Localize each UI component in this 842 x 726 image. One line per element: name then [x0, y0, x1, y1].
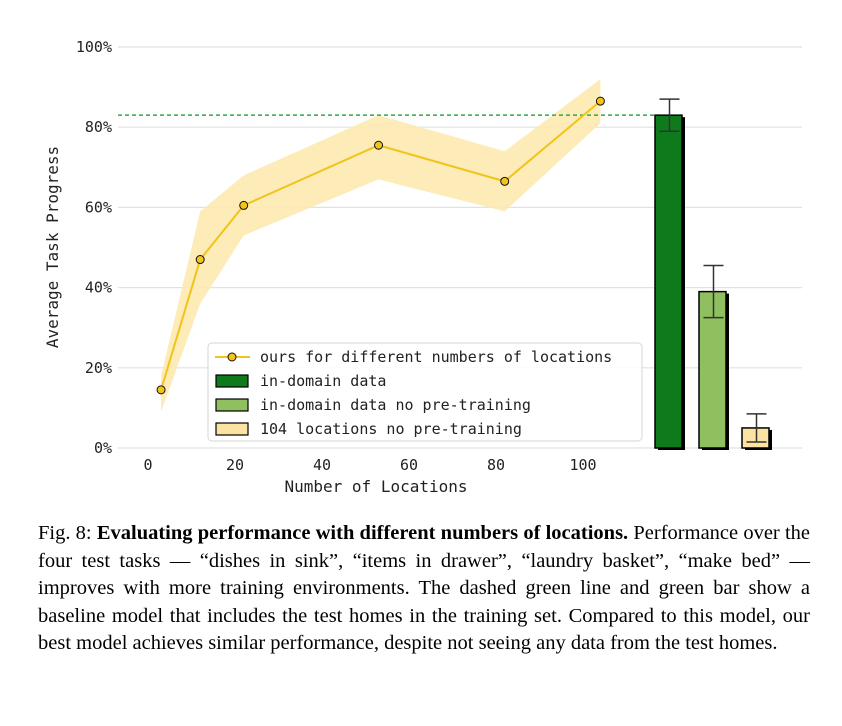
- legend-swatch: [215, 422, 249, 436]
- y-tick-labels: 0% 20% 40% 60% 80% 100%: [76, 38, 112, 457]
- legend-point-swatch: [227, 352, 237, 362]
- x-tick-label: 0: [143, 456, 152, 474]
- y-tick-label: 100%: [76, 38, 112, 56]
- x-tick-label: 20: [226, 456, 244, 474]
- legend-swatch: [215, 374, 249, 388]
- y-tick-label: 0%: [94, 439, 112, 457]
- x-axis-label: Number of Locations: [284, 477, 467, 496]
- x-tick-label: 40: [313, 456, 331, 474]
- series-polyline: [160, 100, 602, 391]
- y-tick-label: 60%: [85, 198, 112, 216]
- x-tick-label: 60: [400, 456, 418, 474]
- caption-label: Fig. 8:: [38, 522, 92, 544]
- series-points: [156, 96, 605, 395]
- legend-label: in-domain data: [260, 372, 386, 390]
- x-tick-label: 80: [487, 456, 505, 474]
- x-tick-labels: 0 20 40 60 80 100: [143, 456, 596, 474]
- x-tick-label: 100: [569, 456, 596, 474]
- data-point: [500, 176, 510, 186]
- caption-title: Evaluating performance with different nu…: [96, 522, 629, 544]
- data-point: [195, 255, 205, 265]
- legend-swatch: [215, 398, 249, 412]
- bar: [741, 427, 770, 449]
- legend-label: in-domain data no pre-training: [260, 396, 531, 414]
- bars: [654, 98, 772, 451]
- y-tick-label: 80%: [85, 118, 112, 136]
- figure-caption: Fig. 8: Evaluating performance with diff…: [38, 520, 810, 658]
- y-tick-label: 40%: [85, 279, 112, 297]
- caption-body: Performance over the four test tasks — “…: [38, 522, 810, 654]
- y-tick-label: 20%: [85, 359, 112, 377]
- legend-label: 104 locations no pre-training: [260, 420, 522, 438]
- chart: 0% 20% 40% 60% 80% 100% 0 20 40 60 80 100 Number o…: [43, 38, 802, 496]
- series-line: [160, 100, 602, 391]
- y-axis-label: Average Task Progress: [43, 146, 62, 348]
- data-point: [156, 385, 166, 395]
- legend: ours for different numbers of locations i…: [207, 342, 643, 442]
- bar: [654, 114, 683, 449]
- data-point: [374, 140, 384, 150]
- confidence-band: [161, 79, 601, 412]
- bar: [698, 290, 727, 449]
- legend-box: [207, 342, 643, 442]
- legend-label: ours for different numbers of locations: [260, 348, 612, 366]
- data-point: [595, 96, 605, 106]
- data-point: [239, 200, 249, 210]
- confidence-band-area: [161, 79, 601, 412]
